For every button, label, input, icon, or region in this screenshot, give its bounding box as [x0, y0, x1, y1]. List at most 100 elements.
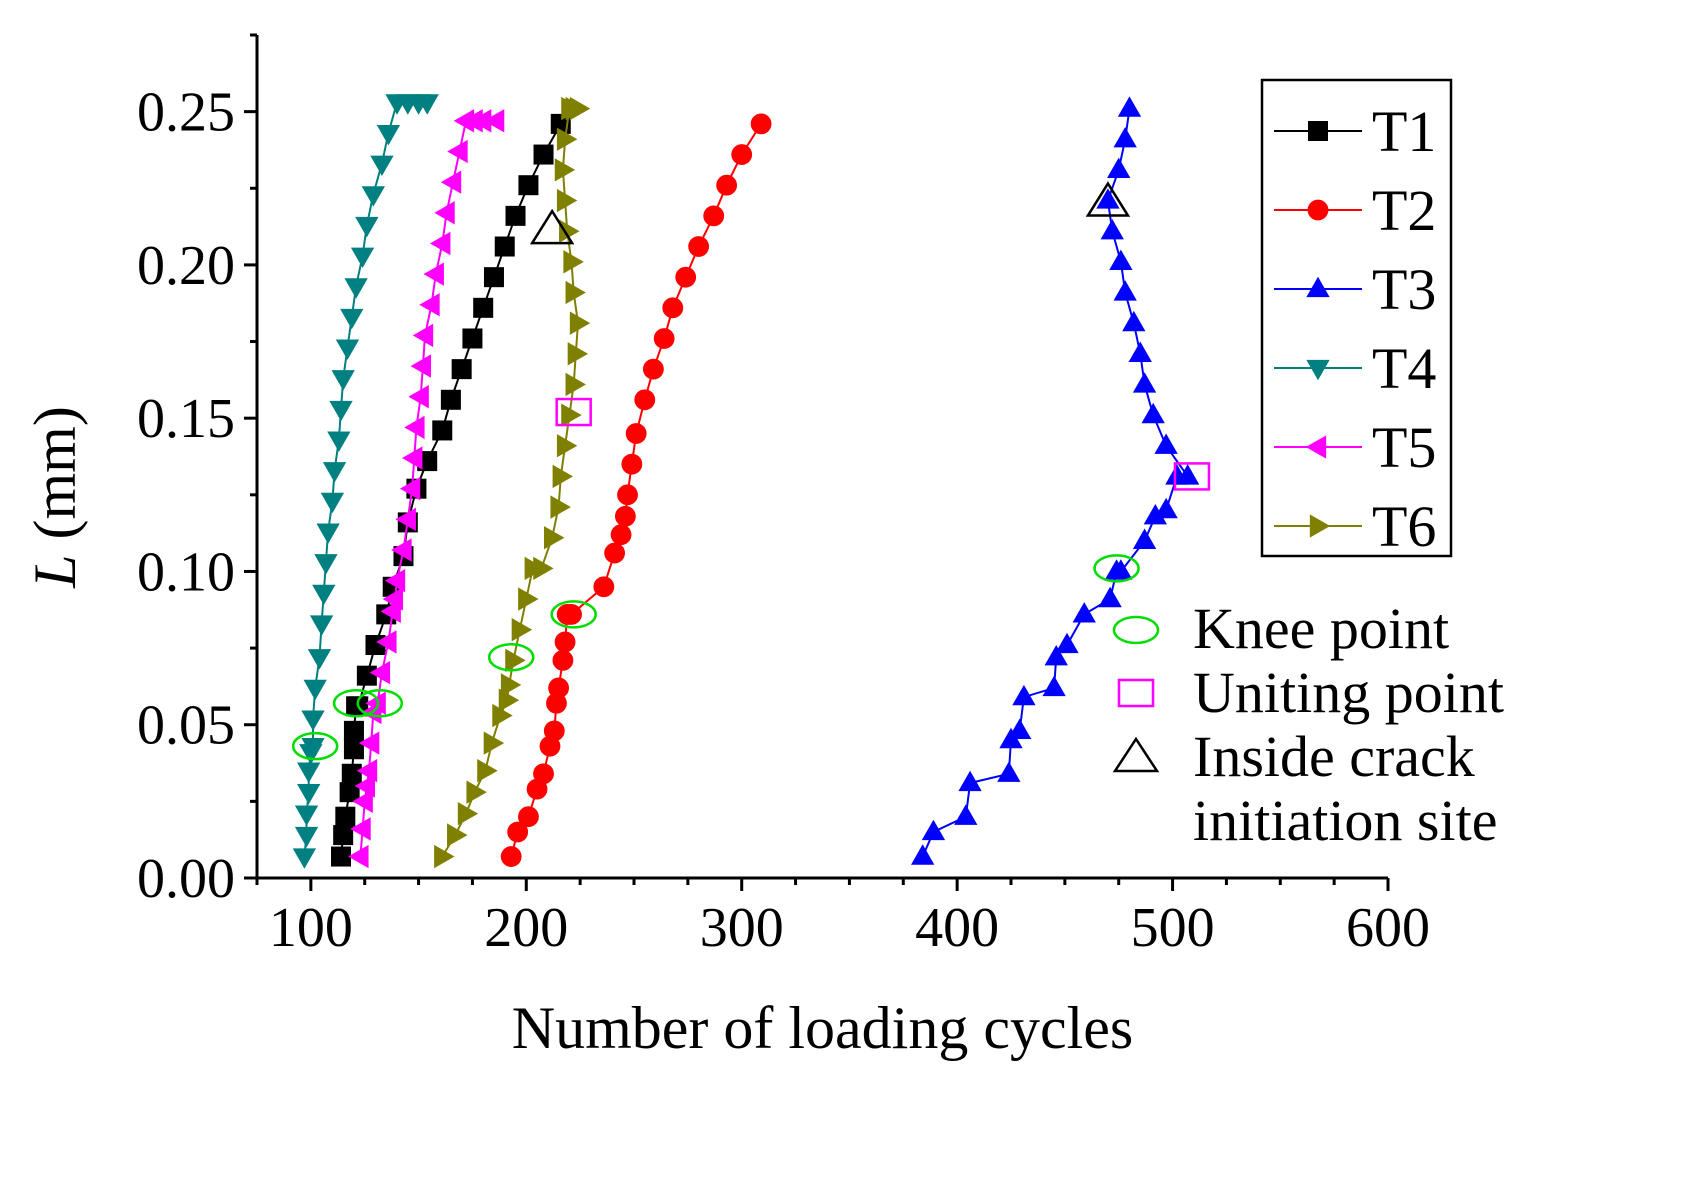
data-point	[447, 823, 468, 847]
data-point	[1132, 372, 1157, 393]
data-point	[473, 297, 494, 318]
series-layer	[292, 94, 1200, 869]
data-point	[399, 477, 421, 501]
data-point	[1141, 402, 1165, 424]
data-point	[518, 587, 539, 611]
data-point	[1012, 684, 1036, 706]
data-point	[412, 323, 434, 348]
data-point	[348, 844, 369, 869]
data-point	[498, 688, 520, 712]
data-point	[556, 434, 578, 458]
data-point	[731, 144, 753, 165]
marker-legend-item: Uniting point	[1117, 660, 1504, 725]
legend-label: T6	[1372, 494, 1436, 559]
data-point	[354, 774, 376, 798]
data-point	[301, 738, 325, 759]
data-point	[911, 844, 935, 865]
data-point	[505, 205, 526, 226]
knee-point-marker	[487, 643, 535, 672]
data-point	[447, 139, 468, 164]
data-point	[565, 372, 586, 397]
marker-legend-item: Knee point	[1112, 596, 1449, 661]
series-t2	[500, 113, 772, 867]
data-point	[483, 267, 504, 288]
data-point	[569, 311, 591, 335]
data-point	[312, 584, 336, 606]
data-point	[404, 415, 425, 440]
data-point	[303, 679, 327, 701]
data-point	[384, 568, 406, 593]
data-point	[432, 420, 453, 441]
data-point	[333, 825, 354, 846]
data-point	[565, 280, 586, 305]
data-point	[569, 96, 591, 121]
x-tick-label: 200	[484, 897, 568, 959]
legend-label: T3	[1372, 257, 1436, 322]
data-point	[355, 216, 379, 238]
data-point	[331, 370, 355, 391]
data-point	[533, 763, 554, 785]
data-point	[750, 113, 772, 135]
legend-item-t3: T3	[1274, 257, 1436, 322]
data-point	[477, 759, 498, 783]
legend-label: T1	[1372, 99, 1436, 164]
data-point	[434, 844, 455, 869]
data-point	[1122, 310, 1146, 332]
data-point	[408, 385, 429, 409]
legend-marker	[1308, 121, 1328, 141]
data-point	[561, 403, 582, 427]
series-t3	[911, 96, 1200, 865]
data-point	[370, 155, 394, 177]
legend-label: T2	[1372, 178, 1436, 243]
data-point	[361, 186, 385, 207]
data-point	[434, 201, 455, 225]
data-point	[625, 423, 647, 444]
data-point	[610, 524, 632, 546]
knee-point-marker	[291, 731, 339, 761]
data-point	[322, 462, 347, 483]
data-point	[561, 603, 582, 625]
data-point	[382, 587, 404, 611]
data-point	[316, 523, 340, 544]
inside-crack-marker	[1085, 181, 1131, 217]
data-point	[344, 278, 368, 299]
data-point	[1117, 96, 1142, 117]
data-point	[552, 464, 574, 489]
legend-label: T5	[1372, 415, 1436, 480]
axes: 100 200 300 400 500 600 0.00 0.05 0.10 0.15 0.20 0.…	[22, 33, 1430, 1061]
legend-item-t6: T6	[1274, 494, 1436, 559]
y-tick-label: 0.25	[137, 82, 235, 144]
data-point	[419, 293, 440, 317]
data-point	[369, 660, 391, 685]
data-point	[352, 789, 373, 814]
data-point	[292, 848, 317, 869]
data-point	[457, 801, 479, 826]
uniting-point-marker	[1173, 462, 1211, 491]
legend-marker	[1309, 514, 1331, 538]
data-point	[335, 339, 360, 360]
data-point	[1113, 126, 1137, 148]
data-point	[462, 328, 483, 349]
data-point	[309, 615, 334, 636]
data-point	[350, 247, 375, 268]
data-point	[500, 846, 522, 867]
y-axis-space	[22, 539, 88, 554]
data-point	[688, 236, 710, 257]
series-t5	[348, 109, 505, 869]
x-tick-label: 400	[915, 897, 999, 959]
knee-point-marker	[550, 600, 597, 629]
data-point	[376, 124, 401, 146]
series-t4	[292, 94, 439, 869]
x-tick-label: 600	[1346, 897, 1430, 959]
data-point	[997, 761, 1021, 782]
data-point	[356, 759, 378, 783]
data-point	[563, 250, 584, 274]
y-tick-label: 0.20	[137, 235, 235, 297]
data-point	[335, 806, 356, 827]
data-point	[314, 554, 338, 575]
uniting-point-marker	[555, 397, 592, 427]
legend-marker	[1306, 359, 1330, 381]
data-point	[294, 805, 319, 826]
data-point	[634, 389, 656, 411]
